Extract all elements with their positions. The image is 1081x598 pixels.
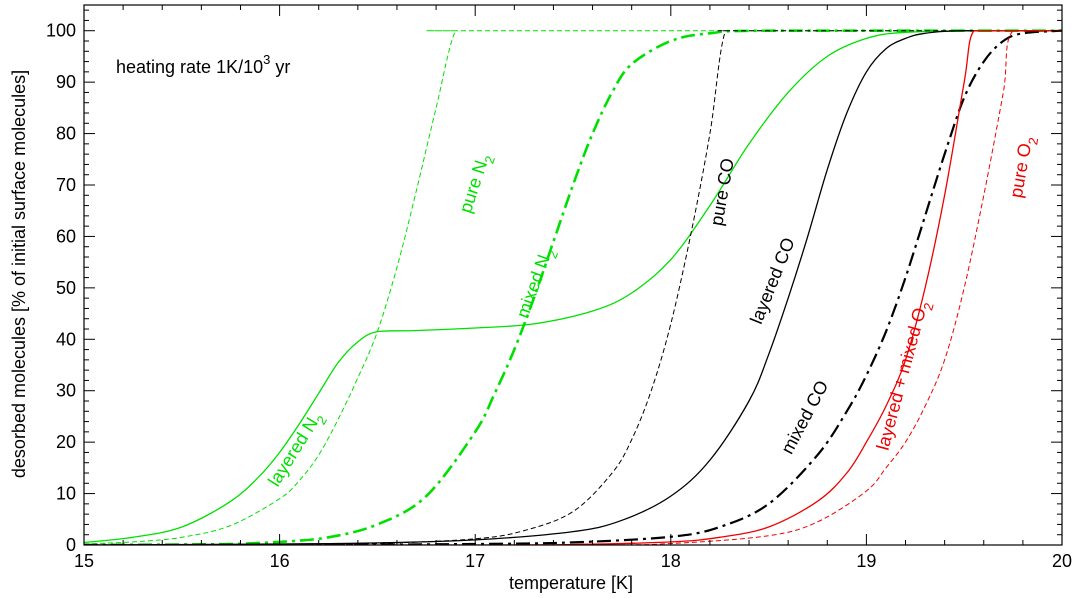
curve-label-5: mixed CO: [777, 377, 832, 457]
series-line-3: [84, 30, 1062, 545]
heating-rate-text: heating rate 1K/10: [116, 57, 263, 77]
curve-label-1: pure N2: [455, 151, 498, 217]
curve-label-text: layered CO: [746, 235, 799, 327]
x-tick-label: 15: [74, 551, 94, 571]
y-tick-label: 90: [56, 72, 76, 92]
x-tick-label: 16: [270, 551, 290, 571]
curve-label-text: mixed CO: [777, 377, 832, 457]
axis-ticks: 15 16 17 18 19 20 0 10 20 30 40 50 60 70 80 90 100: [46, 5, 1072, 571]
y-tick-label: 80: [56, 124, 76, 144]
series-line-5: [84, 29, 1062, 545]
plot-curves: [84, 29, 1062, 545]
x-tick-label: 20: [1052, 551, 1072, 571]
y-tick-label: 40: [56, 329, 76, 349]
y-tick-label: 30: [56, 381, 76, 401]
series-line-0: [84, 30, 1062, 544]
y-tick-label: 20: [56, 432, 76, 452]
series-line-4: [84, 30, 1062, 545]
curve-label-text: mixed N: [512, 252, 553, 321]
y-tick-label: 50: [56, 278, 76, 298]
curve-label-text: pure N: [455, 158, 491, 216]
x-tick-label: 19: [856, 551, 876, 571]
y-axis-title: desorbed molecules [% of initial surface…: [9, 70, 29, 478]
curve-label-subscript: 2: [1025, 136, 1041, 146]
curve-label-0: layered N2: [264, 408, 330, 493]
y-tick-label: 10: [56, 484, 76, 504]
heating-rate-annotation: heating rate 1K/103 yr: [116, 52, 290, 77]
curve-label-text: pure CO: [706, 157, 738, 227]
series-line-1: [84, 30, 1062, 545]
curve-label-7: pure O2: [1006, 135, 1041, 201]
curve-label-subscript: 2: [544, 249, 561, 261]
x-tick-label: 17: [465, 551, 485, 571]
curve-label-text: layered + mixed O: [873, 306, 930, 453]
x-axis-title: temperature [K]: [509, 573, 633, 593]
y-tick-label: 100: [46, 21, 76, 41]
curve-label-3: pure CO: [706, 157, 738, 227]
curve-label-subscript: 2: [482, 154, 499, 166]
curve-label-subscript: 2: [920, 301, 936, 312]
curve-label-6: layered + mixed O2: [873, 299, 937, 454]
x-tick-label: 18: [661, 551, 681, 571]
heating-rate-tail: yr: [270, 57, 290, 77]
series-line-6: [84, 30, 1062, 545]
plot-frame: [83, 4, 1063, 546]
curve-label-text: layered N: [264, 414, 322, 490]
heating-rate-sup: 3: [263, 52, 270, 67]
y-tick-label: 60: [56, 226, 76, 246]
curve-label-4: layered CO: [746, 235, 799, 327]
curve-label-text: pure O: [1006, 142, 1035, 200]
series-line-2: [84, 29, 1062, 545]
y-tick-label: 70: [56, 175, 76, 195]
y-tick-label: 0: [66, 535, 76, 555]
series-line-7: [84, 30, 1062, 545]
curve-label-2: mixed N2: [512, 245, 561, 322]
